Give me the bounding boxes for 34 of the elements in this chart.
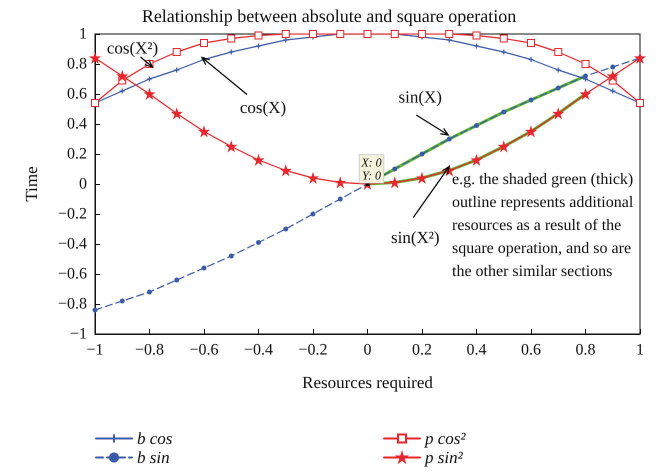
chart-title: Relationship between absolute and square operation [142, 6, 516, 26]
y-tick-label: 0.8 [67, 56, 87, 72]
legend-label: p sin² [424, 448, 464, 467]
y-tick-label: 0.2 [67, 146, 87, 162]
x-tick-label: 0.8 [576, 342, 596, 358]
annotation: e.g. the shaded green (thick) outline represents additional resources as a result of the square operation, and so are the other similar sections [452, 171, 638, 280]
y-tick-label: −0.8 [58, 296, 87, 312]
x-tick-label: 1 [636, 342, 644, 358]
y-tick-label: −1 [70, 326, 87, 342]
y-tick-label: −0.2 [58, 206, 87, 222]
y-axis-title: Time [22, 166, 41, 202]
y-tick-label: 0.6 [67, 86, 87, 102]
x-tick-label: 0 [364, 342, 372, 358]
x-tick-label: 0.2 [412, 342, 432, 358]
legend-label: b sin [137, 448, 170, 467]
annotation: cos(X) [240, 98, 286, 117]
x-tick-label: −0.6 [189, 342, 219, 358]
x-tick-label: −0.4 [244, 342, 274, 358]
x-tick-label: 0.6 [521, 342, 541, 358]
x-tick-label: −0.8 [134, 342, 164, 358]
annotation: sin(X²) [390, 228, 440, 247]
x-tick-label: 0.4 [466, 342, 486, 358]
y-tick-label: −0.4 [58, 236, 87, 252]
annotation: sin(X) [398, 88, 442, 106]
x-axis-title: Resources required [302, 373, 434, 392]
y-tick-label: 1 [79, 26, 87, 42]
y-tick-label: 0 [79, 176, 87, 192]
x-tick-label: −0.2 [298, 342, 328, 358]
y-tick-label: −0.6 [58, 266, 87, 282]
legend-label: b cos [137, 429, 173, 448]
legend-label: p cos² [424, 429, 466, 448]
y-tick-label: 0.4 [67, 116, 87, 132]
annotation: cos(X²) [106, 38, 158, 58]
annotation: X: 0 Y: 0 [360, 156, 382, 182]
